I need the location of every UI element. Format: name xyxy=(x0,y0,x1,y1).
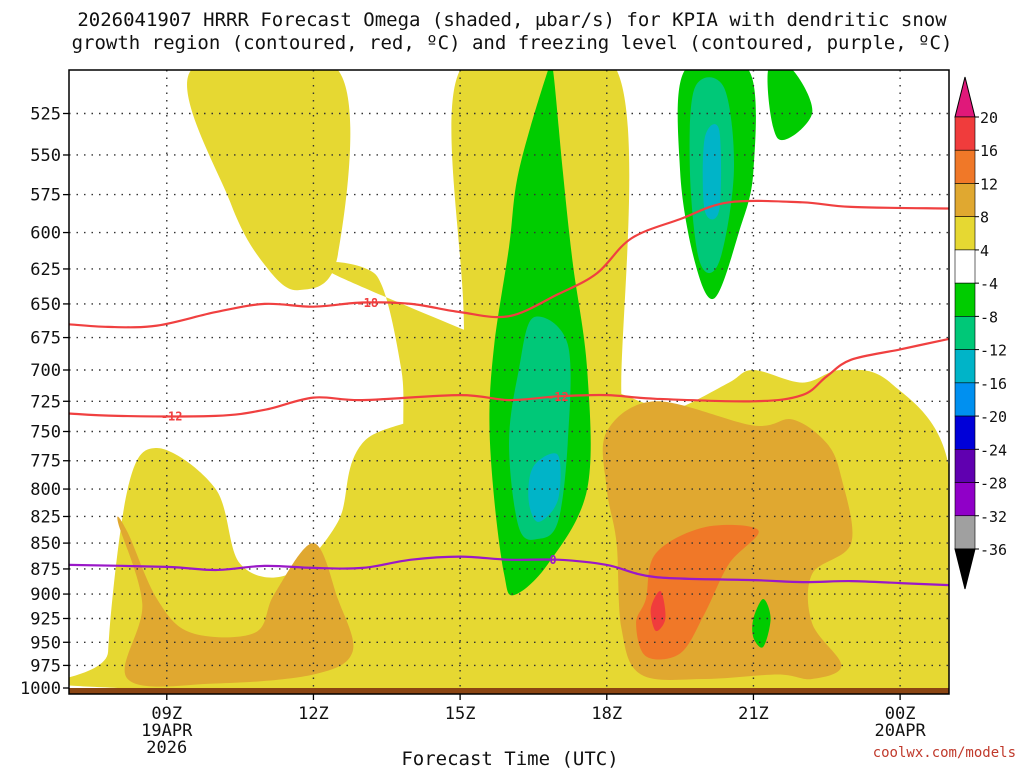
colorbar-label: -8 xyxy=(980,308,998,326)
colorbar-label: 20 xyxy=(980,109,998,127)
colorbar-label: 4 xyxy=(980,242,989,260)
colorbar-label: -24 xyxy=(980,441,1007,459)
y-tick-label: 975 xyxy=(30,656,61,676)
colorbar-label: 16 xyxy=(980,142,998,160)
colorbar-swatch xyxy=(954,216,976,251)
omega-region-pos4-0 xyxy=(187,70,351,291)
contour-label-2-0: 0 xyxy=(549,553,556,567)
colorbar-swatch xyxy=(954,116,976,151)
omega-region-neg4-8 xyxy=(767,70,813,141)
x-tick-label: 2026 xyxy=(146,738,187,758)
y-tick-label: 575 xyxy=(30,186,61,206)
y-tick-label: 900 xyxy=(30,585,61,605)
x-tick-label: 00Z xyxy=(885,704,916,724)
y-tick-label: 775 xyxy=(30,452,61,472)
y-tick-label: 650 xyxy=(30,295,61,315)
colorbar-swatch xyxy=(954,448,976,483)
omega-shaded-regions xyxy=(69,70,949,694)
contour-label-0-0: -18 xyxy=(356,296,378,310)
colorbar-swatch xyxy=(954,482,976,517)
colorbar-label: 8 xyxy=(980,209,989,227)
contour-line-1 xyxy=(69,337,949,418)
colorbar-swatch xyxy=(954,515,976,550)
y-tick-label: 550 xyxy=(30,146,61,166)
x-tick-label: 19APR xyxy=(141,721,193,741)
colorbar-swatch xyxy=(954,282,976,317)
y-tick-label: 675 xyxy=(30,329,61,349)
colorbar-label: -32 xyxy=(980,508,1007,526)
x-tick-label: 21Z xyxy=(738,704,769,724)
y-tick-label: 925 xyxy=(30,609,61,629)
colorbar-label: -12 xyxy=(980,342,1007,360)
omega-region-neg12-13 xyxy=(702,124,722,220)
colorbar-label: -16 xyxy=(980,375,1007,393)
plot-frame xyxy=(68,69,950,695)
omega-region-pos12-4 xyxy=(636,524,759,660)
colorbar-swatch xyxy=(954,382,976,417)
y-tick-label: 850 xyxy=(30,534,61,554)
gridlines xyxy=(69,70,949,688)
x-tick-label: 09Z xyxy=(151,704,182,724)
contour-label-1-1: -12 xyxy=(547,390,569,404)
colorbar-label: -4 xyxy=(980,275,998,293)
colorbar-label: -28 xyxy=(980,475,1007,493)
y-tick-label: 625 xyxy=(30,260,61,280)
omega-region-pos8-2 xyxy=(117,516,354,687)
omega-region-neg4-9 xyxy=(752,599,771,648)
colorbar: 20 16 12 8 4 -4 -8 -12 -16 -20 -24 -28 -32 -36 xyxy=(954,76,1007,590)
x-tick-label: 15Z xyxy=(445,704,476,724)
colorbar-swatch xyxy=(954,349,976,384)
y-tick-label: 700 xyxy=(30,361,61,381)
colorbar-swatch xyxy=(954,149,976,184)
chart-title-line2: growth region (contoured, red, ºC) and f… xyxy=(72,32,953,54)
y-tick-label: 800 xyxy=(30,480,61,500)
chart-title-line1: 2026041907 HRRR Forecast Omega (shaded, … xyxy=(77,9,947,31)
colorbar-swatch xyxy=(954,249,976,284)
contour-labels: -18 -12 -12 0 xyxy=(161,296,569,567)
x-tick-label: 20APR xyxy=(875,721,927,741)
y-tick-label: 950 xyxy=(30,633,61,653)
colorbar-label: -36 xyxy=(980,541,1007,559)
contour-line-0 xyxy=(69,199,949,329)
colorbar-swatch xyxy=(954,183,976,217)
colorbar-label: -20 xyxy=(980,408,1007,426)
credit-text: coolwx.com/models xyxy=(873,745,1016,761)
y-tick-label: 600 xyxy=(30,224,61,244)
y-tick-label: 750 xyxy=(30,423,61,443)
colorbar-max-arrow xyxy=(954,76,976,118)
colorbar-min-arrow xyxy=(954,548,976,590)
y-tick-label: 725 xyxy=(30,392,61,412)
x-axis-label: Forecast Time (UTC) xyxy=(401,748,618,768)
x-tick-label: 12Z xyxy=(298,704,329,724)
colorbar-swatch xyxy=(954,415,976,450)
temperature-contours xyxy=(69,199,949,587)
contour-label-1-0: -12 xyxy=(161,409,183,423)
y-axis-ticks: 525 550 575 600 625 650 675 700 725 750 775 800 825 8… xyxy=(20,105,69,699)
ground-surface-bar xyxy=(69,688,949,694)
y-tick-label: 1000 xyxy=(20,679,61,699)
x-tick-label: 18Z xyxy=(591,704,622,724)
y-tick-label: 825 xyxy=(30,507,61,527)
y-tick-label: 525 xyxy=(30,105,61,125)
omega-region-neg12-12 xyxy=(528,453,561,522)
colorbar-swatch xyxy=(954,316,976,350)
colorbar-label: 12 xyxy=(980,175,998,193)
y-tick-label: 875 xyxy=(30,560,61,580)
contour-line-2 xyxy=(69,555,949,587)
omega-region-pos16-5 xyxy=(650,590,666,632)
